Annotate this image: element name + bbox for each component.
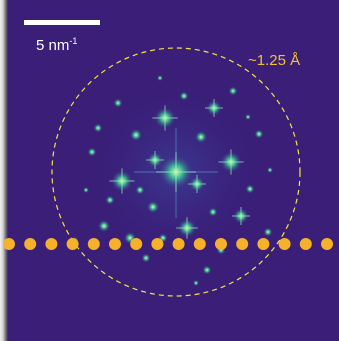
diffraction-spot [179,91,189,101]
spot-cross [205,99,223,117]
line-dot [215,238,227,250]
spot-cross [109,168,135,194]
diffraction-spot [266,166,274,174]
scale-bar-label: 5 nm-1 [36,33,77,54]
diffraction-spot [245,184,255,194]
line-dot [66,238,79,250]
line-dot [24,238,37,250]
scale-bar-exponent: -1 [69,36,78,46]
line-dot [236,238,249,250]
spot-cross [156,152,196,192]
line-dot [45,238,58,250]
diffraction-spot [192,279,200,287]
line-dot [299,238,312,250]
line-dot [151,238,164,250]
line-dot [278,238,291,250]
line-dot [257,238,270,250]
line-dot [321,238,333,250]
spot-cross [146,151,164,169]
ring-resolution-label: ~1.25 Å [248,52,301,69]
diffraction-spot [113,98,123,108]
diffraction-spot [146,200,160,214]
spot-cross [176,217,198,239]
diffraction-spot [87,147,97,157]
scale-bar [24,20,100,25]
diffraction-spot [97,219,111,233]
line-dot [130,238,143,250]
diffraction-spot [82,186,90,194]
scale-bar-value: 5 nm [36,37,70,54]
diffraction-spot [105,195,115,205]
spot-cross [152,105,178,131]
line-dot [3,238,15,250]
diffraction-spots [71,74,274,287]
diffraction-spot [93,123,103,133]
spot-cross [232,207,250,225]
line-dot [109,238,121,250]
diffraction-spot [208,207,218,217]
diffraction-spot [202,265,212,275]
resolution-ring [51,47,301,297]
diffraction-spot [244,113,252,121]
spot-cross [218,149,244,175]
diffraction-spot [228,86,238,96]
diffraction-spot [254,129,264,139]
spot-cross [188,175,206,193]
line-dot [87,238,100,250]
left-border-strip [0,0,8,341]
line-dot [172,238,185,250]
diffraction-spot [194,130,208,144]
line-dot [193,238,206,250]
diffraction-spot [156,74,164,82]
diffraction-spot [135,185,145,195]
diffraction-spot [129,128,143,142]
diffraction-spot [263,227,273,237]
dotted-line [3,238,333,250]
diffraction-spot [141,253,151,263]
